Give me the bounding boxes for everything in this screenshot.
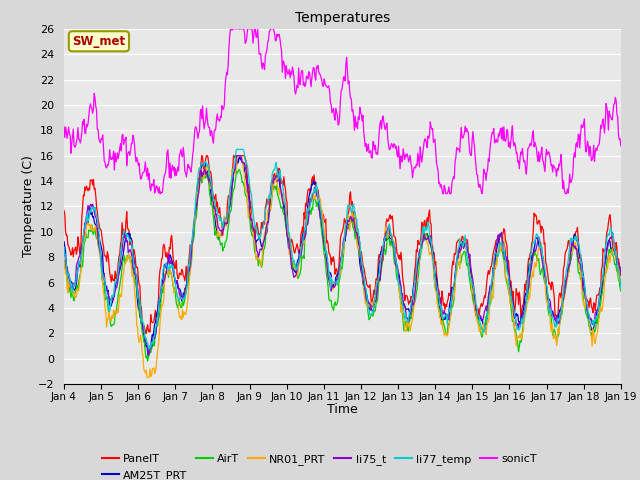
- AirT: [235, 167, 243, 172]
- li75_t: [617, 270, 625, 276]
- li77_temp: [234, 146, 241, 152]
- li77_temp: [214, 212, 222, 218]
- sonicT: [428, 126, 436, 132]
- AM25T_PRT: [185, 268, 193, 274]
- Line: AirT: AirT: [64, 169, 621, 361]
- AM25T_PRT: [145, 354, 152, 360]
- sonicT: [214, 117, 222, 123]
- PanelT: [127, 237, 135, 243]
- li75_t: [428, 247, 436, 253]
- AM25T_PRT: [428, 245, 436, 251]
- Y-axis label: Temperature (C): Temperature (C): [22, 156, 35, 257]
- NR01_PRT: [412, 278, 419, 284]
- li77_temp: [428, 243, 436, 249]
- li75_t: [233, 153, 241, 158]
- AM25T_PRT: [412, 274, 419, 280]
- PanelT: [198, 153, 205, 158]
- Title: Temperatures: Temperatures: [295, 11, 390, 25]
- PanelT: [142, 331, 150, 336]
- AirT: [144, 358, 152, 364]
- AirT: [60, 259, 68, 265]
- AirT: [617, 288, 625, 294]
- sonicT: [60, 124, 68, 130]
- Line: AM25T_PRT: AM25T_PRT: [64, 157, 621, 357]
- Text: SW_met: SW_met: [72, 35, 125, 48]
- li75_t: [145, 352, 152, 358]
- li75_t: [127, 251, 135, 257]
- li75_t: [60, 247, 68, 252]
- PanelT: [412, 262, 419, 267]
- NR01_PRT: [145, 375, 152, 381]
- Line: NR01_PRT: NR01_PRT: [64, 156, 621, 378]
- AirT: [214, 237, 222, 242]
- PanelT: [60, 208, 68, 214]
- PanelT: [428, 242, 436, 248]
- sonicT: [127, 141, 135, 146]
- AirT: [70, 298, 78, 303]
- sonicT: [70, 143, 78, 148]
- AirT: [412, 297, 419, 302]
- Line: li77_temp: li77_temp: [64, 149, 621, 348]
- PanelT: [185, 260, 193, 266]
- sonicT: [412, 165, 419, 171]
- NR01_PRT: [60, 257, 68, 263]
- NR01_PRT: [617, 282, 625, 288]
- PanelT: [70, 247, 78, 253]
- li77_temp: [70, 281, 78, 287]
- li77_temp: [617, 285, 625, 291]
- li77_temp: [185, 261, 193, 267]
- li75_t: [70, 281, 78, 287]
- li77_temp: [60, 244, 68, 250]
- li75_t: [185, 268, 193, 274]
- AM25T_PRT: [214, 231, 222, 237]
- Line: PanelT: PanelT: [64, 156, 621, 334]
- Legend: PanelT, AM25T_PRT, AirT, NR01_PRT, li75_t, li77_temp, sonicT: PanelT, AM25T_PRT, AirT, NR01_PRT, li75_…: [97, 450, 541, 480]
- AirT: [127, 257, 135, 263]
- AM25T_PRT: [617, 282, 625, 288]
- li75_t: [412, 285, 419, 291]
- AirT: [428, 248, 436, 253]
- NR01_PRT: [234, 153, 241, 158]
- li77_temp: [412, 272, 419, 277]
- NR01_PRT: [428, 251, 436, 257]
- Line: li75_t: li75_t: [64, 156, 621, 355]
- li75_t: [214, 225, 222, 230]
- AM25T_PRT: [70, 287, 78, 292]
- X-axis label: Time: Time: [327, 403, 358, 416]
- sonicT: [227, 26, 234, 32]
- sonicT: [617, 143, 625, 149]
- AM25T_PRT: [236, 154, 244, 160]
- PanelT: [215, 210, 223, 216]
- AirT: [185, 276, 193, 281]
- li77_temp: [127, 239, 135, 244]
- NR01_PRT: [127, 262, 135, 267]
- PanelT: [617, 273, 625, 278]
- AM25T_PRT: [60, 239, 68, 244]
- Line: sonicT: sonicT: [64, 29, 621, 194]
- li77_temp: [145, 346, 153, 351]
- NR01_PRT: [70, 288, 78, 294]
- sonicT: [156, 191, 164, 197]
- NR01_PRT: [185, 284, 193, 290]
- AM25T_PRT: [127, 236, 135, 241]
- sonicT: [185, 165, 193, 170]
- NR01_PRT: [214, 234, 222, 240]
